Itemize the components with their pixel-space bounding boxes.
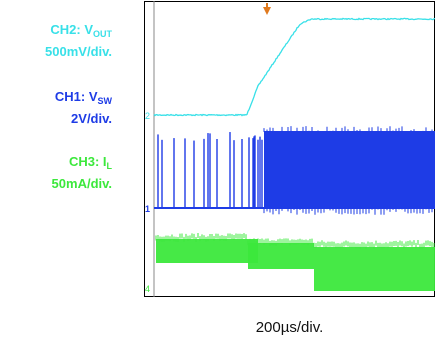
ch3-scale-label: 50mA/div. xyxy=(51,176,112,191)
ch3-il-band-transition xyxy=(248,243,314,269)
timebase-label: 200µs/div. xyxy=(255,319,324,336)
ch1-vsw-switching-block xyxy=(264,131,435,208)
ch3-marker: 4 xyxy=(145,284,150,294)
trigger-marker xyxy=(263,7,271,15)
ch2-name-label: CH2: VOUT xyxy=(50,22,112,39)
ch3-il-band-final xyxy=(314,247,435,291)
ch1-marker: 1 xyxy=(145,204,150,214)
ch2-marker: 2 xyxy=(145,111,150,121)
ch3-il-band-initial xyxy=(156,239,258,263)
ch3-name-label: CH3: IL xyxy=(68,154,112,171)
ch1-scale-label: 2V/div. xyxy=(71,111,112,126)
ch2-vout-trace xyxy=(153,17,435,117)
ch2-scale-label: 500mV/div. xyxy=(45,44,112,59)
ch1-name-label: CH1: VSW xyxy=(54,89,112,106)
oscilloscope-waveforms: 2 1 4 xyxy=(145,1,435,297)
